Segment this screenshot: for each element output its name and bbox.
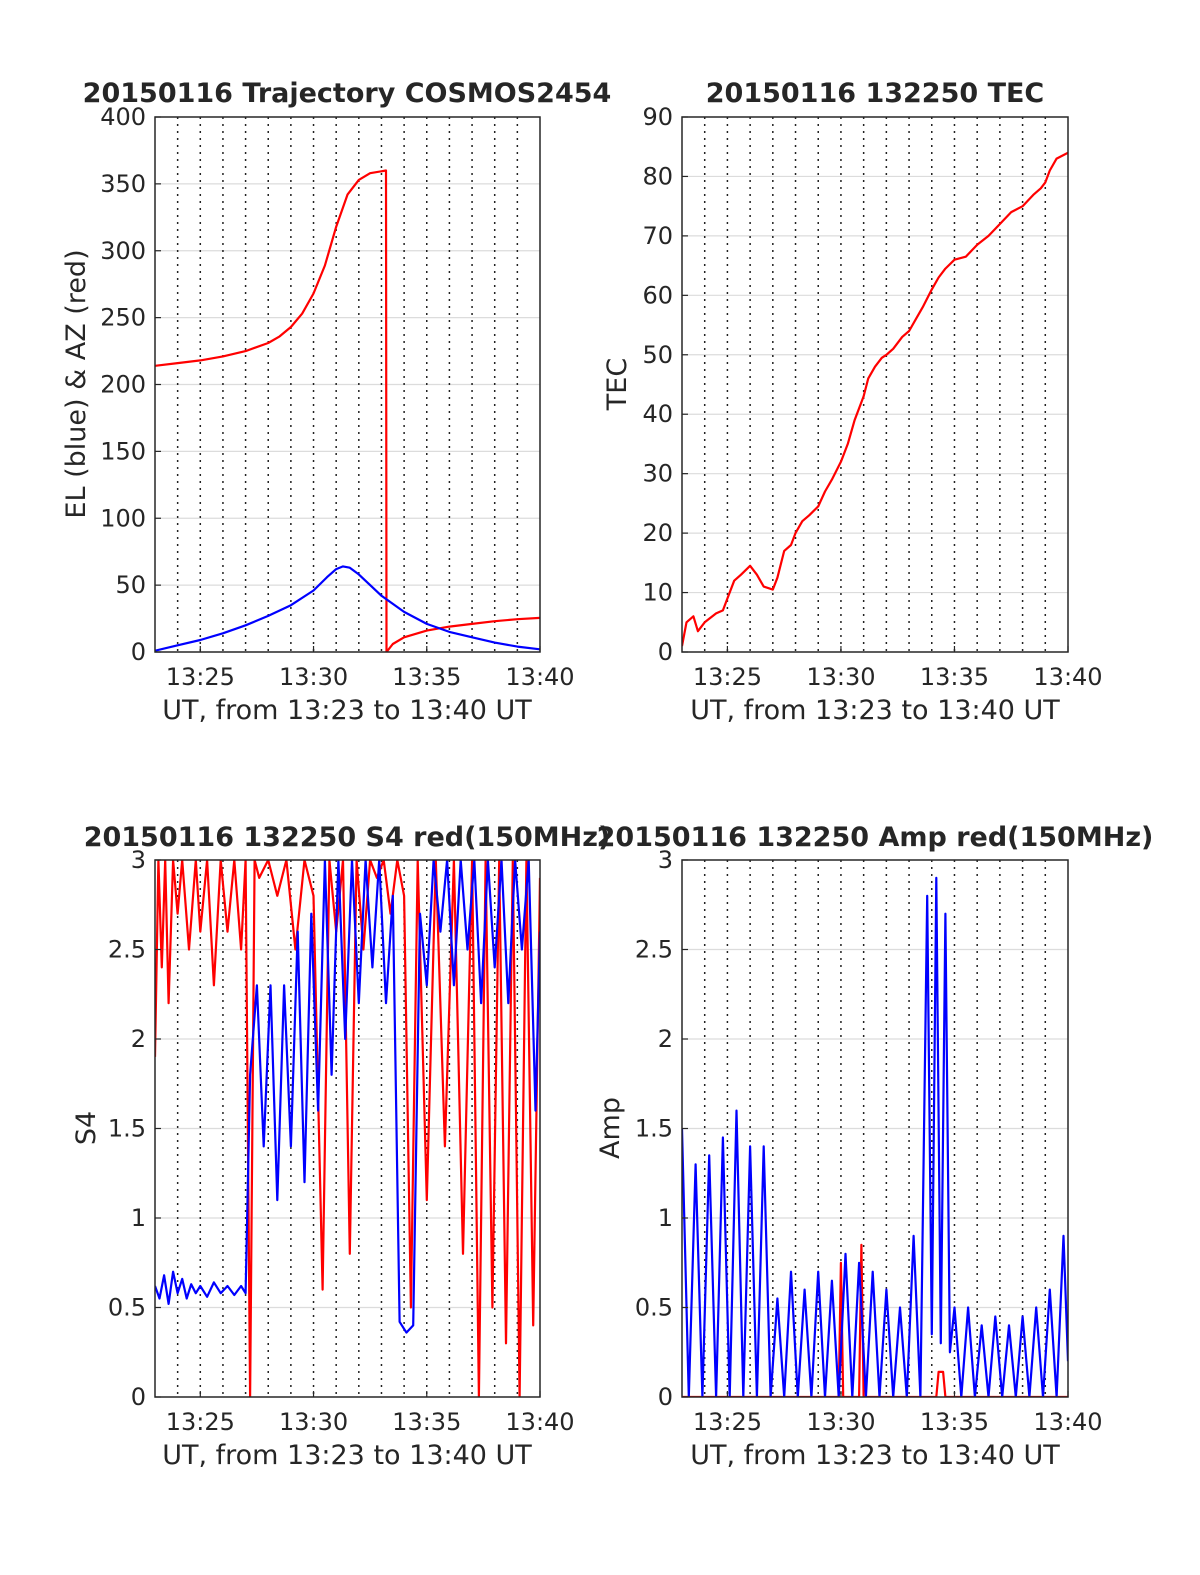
panel-s4: 13:25 13:30 13:35 13:40 0 0.5 1 1.5 2 2.5 3 201501…	[71, 822, 610, 1471]
x-tick-label: 13:35	[920, 663, 989, 691]
y-tick-label: 2	[658, 1025, 673, 1053]
y-tick-label: 400	[100, 103, 146, 131]
y-tick-label: 1	[658, 1204, 673, 1232]
x-tick-label: 13:25	[166, 663, 235, 691]
x-tick-label: 13:25	[166, 1408, 235, 1436]
x-tick-label: 13:25	[693, 1408, 762, 1436]
series-line	[682, 151, 1068, 647]
panel-trajectory: 13:25 13:30 13:35 13:40 0 50 100 150 200 250 300 35…	[61, 78, 611, 726]
x-axis-label: UT, from 13:23 to 13:40 UT	[162, 695, 532, 726]
series-line	[155, 169, 540, 652]
grid	[682, 117, 1068, 652]
y-tick-label: 70	[642, 222, 673, 250]
series-group	[682, 151, 1068, 647]
x-tick-label: 13:30	[279, 1408, 348, 1436]
y-tick-label: 300	[100, 237, 146, 265]
x-tick-label: 13:35	[392, 663, 461, 691]
x-tick-label: 13:40	[505, 1408, 574, 1436]
y-tick-label: 10	[642, 579, 673, 607]
y-tick-label: 2	[131, 1025, 146, 1053]
x-tick-label: 13:40	[1033, 1408, 1102, 1436]
y-tick-label: 350	[100, 170, 146, 198]
x-tick-label: 13:35	[920, 1408, 989, 1436]
ticks: 13:25 13:30 13:35 13:40 0 0.5 1 1.5 2 2.5 3	[108, 846, 575, 1436]
y-axis-label: TEC	[602, 358, 633, 411]
ticks: 13:25 13:30 13:35 13:40 0 0.5 1 1.5 2 2.5 3	[635, 846, 1103, 1436]
plot-frame	[681, 116, 1069, 653]
panel-title: 20150116 132250 TEC	[706, 78, 1045, 109]
y-axis-label: Amp	[595, 1097, 626, 1159]
y-tick-label: 0	[658, 638, 673, 666]
panel-title: 20150116 Trajectory COSMOS2454	[83, 78, 612, 109]
y-tick-label: 3	[131, 846, 146, 874]
y-tick-label: 3	[658, 846, 673, 874]
y-tick-label: 0.5	[635, 1294, 673, 1322]
y-tick-label: 0	[658, 1383, 673, 1411]
panel-tec: 13:25 13:30 13:35 13:400102030405060708090 …	[602, 78, 1103, 726]
y-tick-label: 80	[642, 162, 673, 190]
series-line	[682, 876, 1068, 1397]
y-tick-label: 0.5	[108, 1294, 146, 1322]
y-tick-label: 150	[100, 437, 146, 465]
series-group	[155, 169, 540, 652]
series-line	[155, 860, 540, 1397]
grid	[155, 117, 540, 652]
y-tick-label: 90	[642, 103, 673, 131]
y-tick-label: 40	[642, 400, 673, 428]
y-tick-label: 1.5	[635, 1115, 673, 1143]
y-tick-label: 0	[131, 1383, 146, 1411]
y-tick-label: 1	[131, 1204, 146, 1232]
y-tick-label: 0	[131, 638, 146, 666]
y-tick-label: 1.5	[108, 1115, 146, 1143]
y-tick-label: 50	[642, 341, 673, 369]
x-tick-label: 13:30	[279, 663, 348, 691]
x-axis-label: UT, from 13:23 to 13:40 UT	[690, 695, 1060, 726]
panel-title: 20150116 132250 S4 red(150MHz)	[84, 822, 611, 853]
panel-title: 20150116 132250 Amp red(150MHz)	[597, 822, 1154, 853]
x-tick-label: 13:30	[806, 1408, 875, 1436]
series-line	[155, 860, 540, 1334]
x-tick-label: 13:40	[1033, 663, 1102, 691]
ticks: 13:25 13:30 13:35 13:40 0 10 20 30 40 50 60 70 80 90	[642, 103, 1102, 691]
x-tick-label: 13:35	[392, 1408, 461, 1436]
y-axis-label: S4	[71, 1111, 102, 1145]
y-tick-label: 60	[642, 281, 673, 309]
y-tick-label: 2.5	[108, 936, 146, 964]
x-tick-label: 13:40	[505, 663, 574, 691]
x-tick-label: 13:25	[693, 663, 762, 691]
y-tick-label: 50	[115, 571, 146, 599]
y-tick-label: 200	[100, 371, 146, 399]
x-axis-label: UT, from 13:23 to 13:40 UT	[690, 1440, 1060, 1471]
x-tick-label: 13:30	[806, 663, 875, 691]
series-line	[155, 565, 540, 652]
series-group	[682, 876, 1068, 1397]
y-tick-label: 20	[642, 519, 673, 547]
y-tick-label: 100	[100, 504, 146, 532]
x-axis-label: UT, from 13:23 to 13:40 UT	[162, 1440, 532, 1471]
series-group	[155, 860, 540, 1397]
y-tick-label: 30	[642, 460, 673, 488]
y-tick-label: 2.5	[635, 936, 673, 964]
ticks: 13:25 13:30 13:35 13:40 0 50 100 150 200 250 300 35…	[100, 103, 574, 691]
y-axis-label: EL (blue) & AZ (red)	[61, 249, 92, 518]
panel-amp: 13:25 13:30 13:35 13:40 0 0.5 1 1.5 2 2.5 3 201501…	[595, 822, 1153, 1471]
y-tick-label: 250	[100, 304, 146, 332]
